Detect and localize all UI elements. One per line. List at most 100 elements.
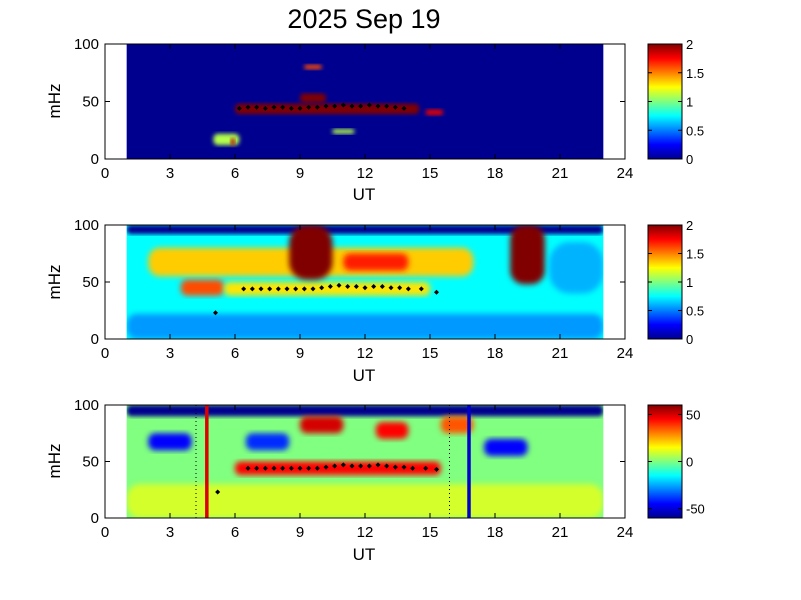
- panel-3-ticks: 0 3 6 9 12 15 18 21 24 0 50 100: [74, 397, 633, 541]
- x-tick-label: 0: [101, 524, 109, 541]
- marker-point: [288, 465, 294, 471]
- marker-point: [245, 465, 251, 471]
- panel-1-markers: [236, 102, 407, 111]
- panel-2-colorbar: 0 0.5 1 1.5 2: [647, 218, 704, 347]
- heatmap-cell: [126, 405, 604, 417]
- heatmap-cell: [549, 242, 604, 294]
- x-tick-label: 15: [422, 524, 439, 541]
- marker-point: [241, 286, 247, 292]
- x-tick-label: 15: [422, 345, 439, 362]
- heatmap-cell: [343, 253, 409, 271]
- x-tick-label: 6: [231, 345, 239, 362]
- panel-1-heatmap: [126, 44, 604, 159]
- marker-point: [401, 464, 407, 470]
- x-tick-label: 24: [617, 524, 634, 541]
- marker-point: [349, 463, 355, 469]
- panel-2: 0 3 6 9 12 15 18 21 24 0 50 100 mHz UT 0 0.5 1 1.5 2: [45, 217, 704, 385]
- marker-point: [388, 285, 394, 291]
- x-tick-label: 9: [296, 345, 304, 362]
- marker-point: [366, 463, 372, 469]
- marker-point: [384, 103, 390, 109]
- colorbar-tick-label: 2: [686, 37, 693, 52]
- marker-point: [297, 465, 303, 471]
- marker-point: [314, 104, 320, 110]
- marker-point: [267, 286, 273, 292]
- marker-point: [405, 286, 411, 292]
- y-tick-label: 100: [74, 217, 99, 234]
- y-tick-label: 50: [82, 94, 99, 111]
- marker-point: [288, 105, 294, 111]
- marker-point: [349, 103, 355, 109]
- panel-2-heatmap: [126, 225, 604, 339]
- marker-point: [314, 465, 320, 471]
- colorbar-tick-label: 0: [686, 455, 693, 470]
- marker-point: [275, 286, 281, 292]
- colorbar-tick-label: 1.5: [686, 66, 704, 81]
- marker-point: [358, 103, 364, 109]
- colorbar-tick-label: 1: [686, 95, 693, 110]
- marker-point: [293, 286, 299, 292]
- heatmap-cell: [375, 421, 409, 439]
- heatmap-features: [126, 405, 604, 518]
- marker-point: [392, 104, 398, 110]
- marker-point: [262, 105, 268, 111]
- marker-point: [319, 285, 325, 291]
- colorbar-tick-label: 1: [686, 275, 693, 290]
- marker-point: [332, 103, 338, 109]
- colorbar-tick-label: 0: [686, 152, 693, 167]
- y-tick-label: 100: [74, 397, 99, 414]
- panel-1-xlabel: UT: [353, 185, 376, 204]
- panel-2-markers: [213, 282, 439, 316]
- y-tick-label: 50: [82, 454, 99, 471]
- marker-point: [280, 104, 286, 110]
- heatmap-cell: [425, 109, 443, 116]
- heatmap-cell: [484, 438, 528, 456]
- marker-point: [340, 102, 346, 108]
- colorbar-tick-label: 0.5: [686, 123, 704, 138]
- marker-point: [384, 463, 390, 469]
- marker-point: [401, 105, 407, 111]
- marker-point: [434, 466, 439, 472]
- marker-point: [245, 104, 251, 110]
- panel-1-ylabel: mHz: [45, 84, 64, 119]
- marker-point: [262, 465, 268, 471]
- panel-3-heatmap: [126, 405, 604, 518]
- marker-point: [392, 464, 398, 470]
- marker-point: [371, 284, 377, 290]
- x-tick-label: 9: [296, 524, 304, 541]
- heatmap-cell: [300, 93, 326, 103]
- marker-point: [375, 462, 381, 468]
- marker-point: [213, 310, 218, 316]
- marker-point: [254, 465, 260, 471]
- marker-point: [366, 102, 372, 108]
- colorbar-tick-label: 0.5: [686, 304, 704, 319]
- marker-point: [301, 286, 307, 292]
- y-tick-label: 0: [91, 151, 99, 168]
- heatmap-cell: [213, 133, 240, 146]
- marker-point: [423, 465, 429, 471]
- marker-point: [340, 462, 346, 468]
- marker-point: [280, 465, 286, 471]
- x-tick-label: 12: [357, 524, 374, 541]
- marker-point: [358, 463, 364, 469]
- y-tick-label: 50: [82, 274, 99, 291]
- heatmap-cell: [304, 64, 322, 70]
- marker-point: [310, 286, 316, 292]
- panel-3: 0 3 6 9 12 15 18 21 24 0 50 100 mHz UT 50 0 -50: [45, 397, 705, 564]
- heatmap-cell: [126, 313, 604, 339]
- heatmap-cell: [235, 461, 441, 476]
- panel-3-xlabel: UT: [353, 545, 376, 564]
- marker-point: [434, 289, 439, 295]
- heatmap-features: [126, 225, 604, 339]
- x-tick-label: 12: [357, 165, 374, 182]
- x-tick-label: 15: [422, 165, 439, 182]
- marker-point: [323, 464, 329, 470]
- panel-1-colorbar: 0 0.5 1 1.5 2: [647, 37, 704, 167]
- panel-2-colorbar-ticks: 0 0.5 1 1.5 2: [648, 218, 704, 347]
- marker-point: [271, 104, 277, 110]
- heatmap-cell: [224, 282, 430, 296]
- y-tick-label: 100: [74, 36, 99, 53]
- heatmap-cell: [148, 433, 192, 451]
- marker-point: [362, 285, 368, 291]
- marker-point: [418, 286, 424, 292]
